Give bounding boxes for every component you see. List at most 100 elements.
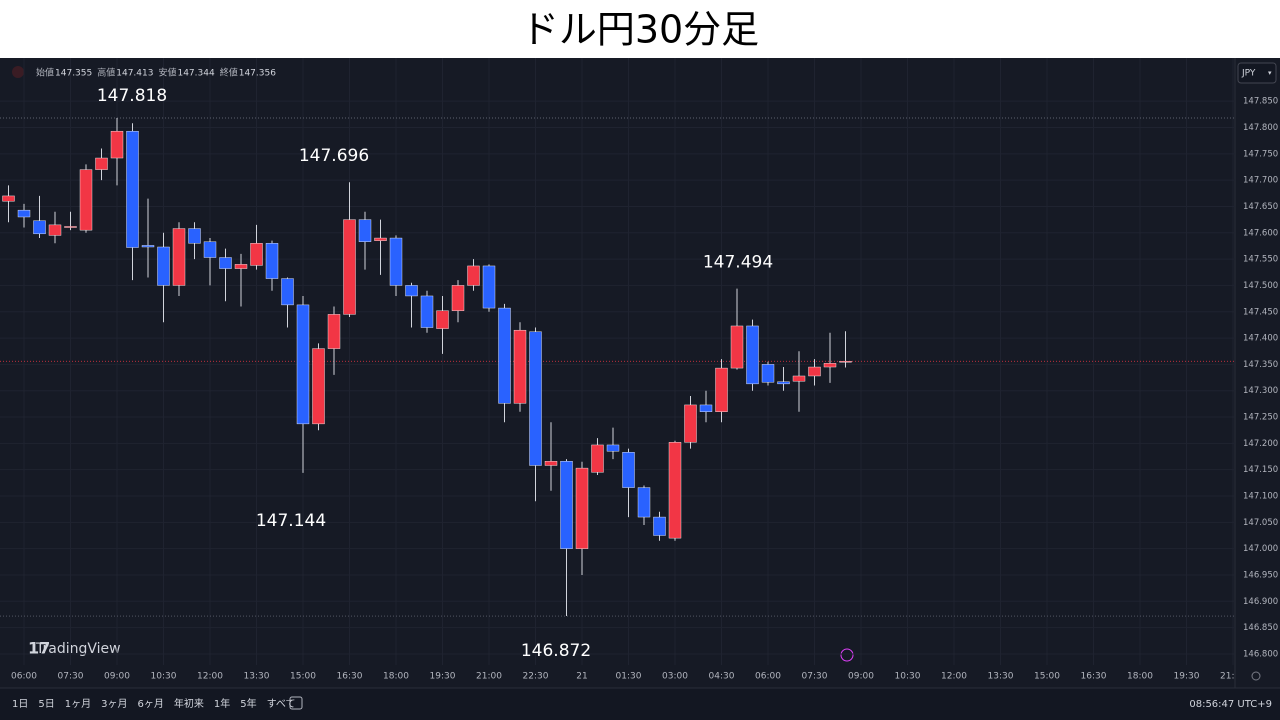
range-button[interactable]: 年初来 <box>174 697 204 710</box>
range-button[interactable]: 5日 <box>38 699 54 710</box>
candle-body <box>374 237 387 241</box>
candle-body <box>482 265 496 309</box>
candle-body <box>405 285 418 297</box>
dropdown-arrow: ▾ <box>1268 69 1272 77</box>
x-tick-label: 04:30 <box>709 672 735 682</box>
x-tick-label: 22:30 <box>523 672 549 682</box>
x-tick-label: 19:30 <box>430 672 456 682</box>
candle-body <box>684 404 697 443</box>
x-tick-label: 21:00 <box>476 672 502 682</box>
y-tick-label: 146.900 <box>1243 597 1278 607</box>
x-tick-label: 06:00 <box>755 672 781 682</box>
candle-body <box>498 307 511 404</box>
candle-body <box>358 219 372 242</box>
ohlc-label: 始値 <box>36 67 54 79</box>
candle-body <box>746 325 759 385</box>
x-tick-label: 21:00 <box>1220 672 1246 682</box>
candle-body <box>126 130 139 248</box>
x-tick-label: 13:30 <box>244 672 270 682</box>
range-button[interactable]: 3ヶ月 <box>101 698 127 710</box>
candle-body <box>141 245 155 248</box>
candle-body <box>219 257 232 269</box>
y-tick-label: 147.100 <box>1243 492 1278 502</box>
x-tick-label: 19:30 <box>1174 672 1200 682</box>
date-range-icon[interactable] <box>289 696 303 710</box>
candle-body <box>715 367 728 412</box>
x-tick-label: 16:30 <box>337 672 363 682</box>
candle-body <box>250 243 263 266</box>
ohlc-label: 高値 <box>97 67 115 79</box>
candle-body <box>451 285 465 311</box>
candle-body <box>110 130 124 159</box>
settings-icon[interactable] <box>1251 671 1261 681</box>
range-button[interactable]: 1年 <box>214 697 230 710</box>
candle-body <box>157 246 170 286</box>
currency-select[interactable] <box>1237 62 1277 84</box>
x-tick-label: 07:30 <box>802 672 828 682</box>
x-tick-label: 13:30 <box>988 672 1014 682</box>
candle-body <box>467 265 480 286</box>
brand: TradingView <box>35 641 121 657</box>
x-axis: 06:00 07:30 09:00 10:30 12:00 13:30 15:00 16:30… <box>11 672 1246 682</box>
candle-body <box>808 366 821 377</box>
y-tick-label: 147.750 <box>1243 149 1278 159</box>
alert-icon[interactable] <box>840 648 854 662</box>
candle-body <box>761 364 775 383</box>
range-button[interactable]: 1日 <box>12 699 28 710</box>
range-button[interactable]: 6ヶ月 <box>138 698 164 710</box>
y-tick-label: 147.000 <box>1243 544 1278 554</box>
x-tick-label: 07:30 <box>58 672 84 682</box>
candle-body <box>234 264 248 269</box>
price-annotation: 146.872 <box>521 641 591 661</box>
ohlc-label: 終値 <box>220 67 238 79</box>
candle-body <box>591 444 604 473</box>
x-tick-label: 21 <box>576 672 587 682</box>
y-tick-label: 147.350 <box>1243 360 1278 370</box>
candle-body <box>312 348 325 425</box>
range-button[interactable]: すべて <box>267 698 296 710</box>
candle-body <box>792 375 806 382</box>
candle-body <box>2 195 15 202</box>
x-tick-label: 01:30 <box>616 672 642 682</box>
candle-body <box>79 169 93 231</box>
candle-body <box>653 516 666 536</box>
price-annotation: 147.494 <box>703 253 773 273</box>
ohlc-value: 147.355 <box>55 69 92 79</box>
range-button[interactable]: 5年 <box>240 697 256 710</box>
candle-body <box>95 157 108 170</box>
range-button[interactable]: 1ヶ月 <box>65 698 91 710</box>
clock: 08:56:47 UTC+9 <box>1189 699 1272 710</box>
x-tick-label: 15:00 <box>1034 672 1060 682</box>
y-tick-label: 147.600 <box>1243 228 1278 238</box>
candle-body <box>64 226 77 228</box>
candle-body <box>668 442 682 539</box>
x-tick-label: 06:00 <box>11 672 37 682</box>
candle-body <box>699 404 713 412</box>
price-annotation: 147.144 <box>256 511 326 531</box>
candle-body <box>296 304 310 425</box>
candle-body <box>188 228 201 244</box>
price-annotation: 147.696 <box>299 146 369 166</box>
brand-logo: 17 <box>28 639 50 658</box>
candle-body <box>389 237 403 286</box>
currency[interactable]: JPY <box>1241 69 1256 79</box>
candle-body <box>730 325 744 369</box>
ohlc-value: 147.344 <box>177 69 214 79</box>
y-tick-label: 146.950 <box>1243 570 1278 580</box>
y-tick-label: 146.800 <box>1243 649 1278 659</box>
x-tick-label: 16:30 <box>1081 672 1107 682</box>
candle-body <box>637 487 651 518</box>
candle-body <box>203 241 217 258</box>
x-tick-label: 09:00 <box>104 672 130 682</box>
candle-body <box>48 224 62 236</box>
grid-layer <box>0 58 1235 665</box>
y-tick-label: 147.650 <box>1243 202 1278 212</box>
candle-body <box>560 461 573 549</box>
ohlc-label: 安値 <box>158 67 176 79</box>
menu-icon[interactable] <box>12 66 24 78</box>
title: ドル円30分足 <box>521 8 759 52</box>
y-tick-label: 147.200 <box>1243 439 1278 449</box>
x-tick-label: 12:00 <box>197 672 223 682</box>
candle-body <box>513 329 527 404</box>
